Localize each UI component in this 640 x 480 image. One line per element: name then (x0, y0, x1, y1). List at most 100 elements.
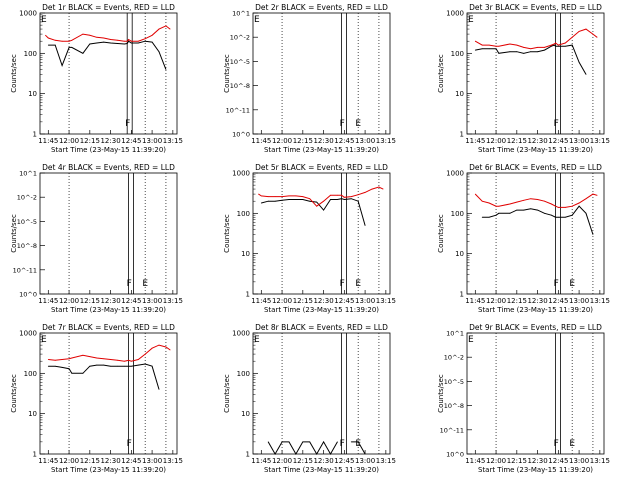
panel-title: Det 8r BLACK = Events, RED = LLD (255, 323, 388, 332)
data-point-events (126, 43, 128, 44)
data-point-events (117, 43, 118, 44)
data-point-events (509, 212, 511, 214)
data-point-events (288, 199, 290, 200)
x-tick-label: 13:15 (376, 297, 396, 305)
data-point-events (281, 441, 283, 443)
data-point-lld (61, 359, 63, 360)
data-point-lld (330, 194, 331, 196)
data-point-lld (530, 48, 532, 50)
y-tick-label: 10 (455, 90, 464, 98)
x-tick-label: 13:00 (569, 137, 589, 145)
x-tick-label: 13:15 (376, 137, 396, 145)
x-tick-label: 13:00 (142, 297, 162, 305)
data-point-events (357, 200, 359, 202)
data-point-events (516, 209, 518, 211)
y-tick-label: 100 (237, 210, 250, 218)
end-marker-label: E (355, 279, 361, 289)
data-point-lld (68, 358, 70, 360)
y-tick-label: 10^-5 (444, 378, 464, 386)
data-point-lld (130, 40, 132, 42)
x-tick-label: 12:00 (272, 457, 292, 465)
data-point-lld (82, 33, 84, 35)
data-point-events (295, 199, 297, 200)
data-point-lld (54, 359, 56, 361)
y-tick-label: 10^-2 (17, 194, 37, 202)
data-point-events (578, 61, 580, 63)
data-point-lld (124, 40, 125, 42)
y-tick-label: 1 (33, 451, 37, 459)
data-point-lld (516, 44, 518, 46)
y-tick-label: 10 (241, 250, 250, 258)
data-point-events (551, 45, 552, 47)
data-point-lld (169, 349, 171, 351)
data-point-events (124, 43, 125, 45)
x-tick-label: 13:00 (569, 297, 589, 305)
data-point-events (89, 43, 91, 45)
data-point-events (537, 209, 538, 211)
plot-frame (39, 172, 178, 295)
panel-title: Det 5r BLACK = Events, RED = LLD (255, 163, 388, 172)
data-point-events (137, 364, 139, 366)
x-tick-label: 12:30 (313, 137, 333, 145)
data-point-events (128, 365, 129, 367)
x-tick-label: 11:45 (251, 297, 271, 305)
end-marker-label: E (355, 119, 361, 129)
data-point-lld (474, 193, 476, 195)
x-tick-label: 12:15 (80, 137, 100, 145)
data-point-events (288, 441, 290, 443)
data-point-events (302, 199, 304, 200)
series-line-events (48, 40, 167, 70)
y-axis-label: Counts/sec (223, 54, 231, 93)
data-point-lld (495, 205, 497, 207)
data-point-events (481, 48, 483, 50)
y-axis-label: Counts/sec (10, 374, 18, 413)
y-tick-label: 10^-8 (17, 242, 37, 250)
data-point-events (564, 45, 566, 47)
data-point-events (564, 216, 566, 218)
y-tick-label: 10^1 (446, 330, 464, 338)
data-point-events (364, 225, 366, 226)
data-point-events (110, 42, 111, 44)
data-point-lld (126, 40, 128, 42)
x-tick-label: 13:15 (590, 297, 610, 305)
data-point-lld (158, 28, 160, 30)
data-point-events (128, 40, 129, 42)
plot-frame (39, 12, 178, 135)
end-marker-label: E (142, 279, 148, 289)
x-tick-label: 12:30 (313, 457, 333, 465)
data-point-events (585, 212, 587, 214)
data-point-lld (96, 357, 98, 359)
flare-marker-label: F (340, 439, 345, 449)
data-point-lld (596, 36, 598, 38)
data-point-events (530, 208, 532, 210)
data-point-events (295, 453, 297, 455)
data-point-lld (295, 195, 297, 197)
data-point-lld (45, 34, 46, 36)
data-point-lld (488, 202, 490, 204)
data-point-events (117, 365, 118, 367)
data-point-events (103, 364, 105, 366)
y-tick-label: 10^-8 (230, 82, 250, 90)
data-point-events (555, 216, 556, 218)
data-point-events (341, 198, 342, 200)
x-tick-label: 12:15 (80, 297, 100, 305)
y-tick-label: 10^1 (232, 10, 250, 18)
x-tick-label: 13:00 (142, 457, 162, 465)
data-point-lld (274, 196, 276, 197)
y-tick-label: 10 (241, 410, 250, 418)
data-point-events (158, 388, 160, 390)
data-point-events (68, 368, 70, 370)
data-point-lld (169, 28, 171, 30)
data-point-events (364, 453, 366, 455)
data-point-lld (117, 359, 118, 361)
data-point-events (71, 47, 73, 48)
y-tick-label: 1000 (19, 330, 37, 338)
data-point-events (530, 51, 532, 53)
data-point-events (89, 365, 91, 367)
data-point-lld (564, 207, 566, 208)
data-point-lld (498, 45, 500, 47)
x-tick-label: 12:45 (334, 137, 354, 145)
x-axis-label: Start Time (23-May-15 11:39:20) (51, 146, 166, 154)
y-tick-label: 100 (451, 210, 464, 218)
